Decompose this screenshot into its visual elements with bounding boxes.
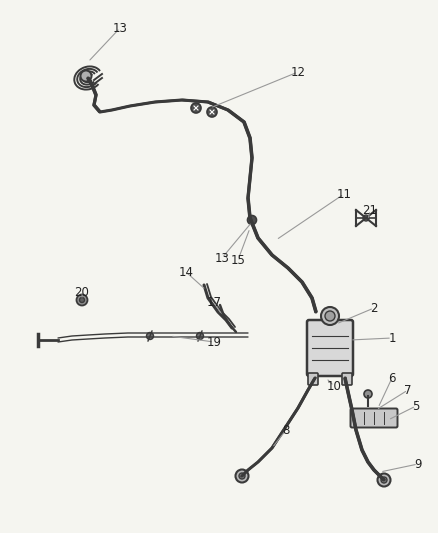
Circle shape	[81, 70, 92, 82]
FancyBboxPatch shape	[307, 320, 353, 376]
Circle shape	[364, 390, 372, 398]
Circle shape	[236, 470, 248, 482]
Circle shape	[247, 215, 257, 224]
Text: 5: 5	[412, 400, 420, 413]
Circle shape	[321, 307, 339, 325]
Text: 20: 20	[74, 286, 89, 298]
Text: 1: 1	[388, 332, 396, 344]
Text: 12: 12	[290, 66, 305, 78]
Circle shape	[191, 103, 201, 113]
Text: 17: 17	[206, 295, 222, 309]
Text: 13: 13	[215, 252, 230, 264]
Text: 8: 8	[283, 424, 290, 437]
Text: 6: 6	[388, 372, 396, 384]
Circle shape	[197, 333, 204, 340]
Text: 2: 2	[370, 302, 378, 314]
Text: 7: 7	[404, 384, 412, 397]
Circle shape	[77, 295, 88, 305]
Text: 13: 13	[113, 21, 127, 35]
Circle shape	[381, 477, 387, 483]
Text: 11: 11	[336, 188, 352, 200]
Text: 21: 21	[363, 204, 378, 216]
Text: 15: 15	[230, 254, 245, 266]
Text: 10: 10	[327, 379, 342, 392]
Text: 19: 19	[206, 335, 222, 349]
Circle shape	[146, 333, 153, 340]
Circle shape	[378, 473, 391, 487]
FancyBboxPatch shape	[350, 408, 398, 427]
Circle shape	[325, 311, 335, 321]
Circle shape	[363, 215, 369, 221]
Circle shape	[80, 297, 85, 303]
Text: 9: 9	[414, 457, 422, 471]
FancyBboxPatch shape	[342, 373, 352, 385]
Circle shape	[239, 473, 245, 479]
Circle shape	[207, 107, 217, 117]
FancyBboxPatch shape	[308, 373, 318, 385]
Text: 14: 14	[179, 265, 194, 279]
